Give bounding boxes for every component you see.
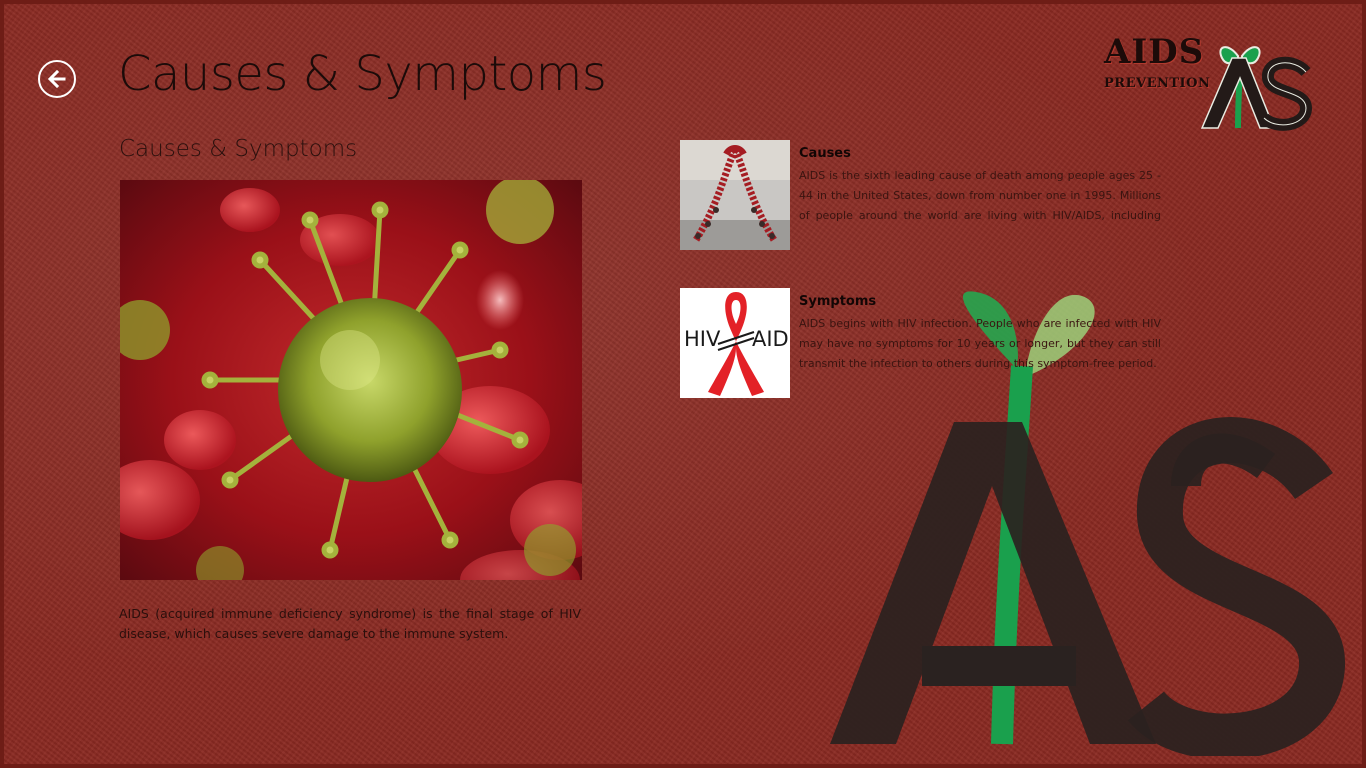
list-item-causes[interactable]: Causes AIDS is the sixth leading cause o… <box>680 140 1162 250</box>
item-text: AIDS is the sixth leading cause of death… <box>799 169 1161 222</box>
item-title: Symptoms <box>799 294 877 309</box>
ads-logo-mark-icon <box>1200 46 1312 131</box>
item-text: AIDS begins with HIV infection. People w… <box>799 317 1161 370</box>
hiv-text: HIV <box>684 327 721 351</box>
back-arrow-icon <box>47 69 66 89</box>
back-button[interactable] <box>38 60 76 98</box>
section-heading: Causes & Symptoms <box>119 136 358 162</box>
item-title: Causes <box>799 146 851 161</box>
hero-description: AIDS (acquired immune deficiency syndrom… <box>119 606 581 641</box>
people-ribbon-photo <box>680 140 790 250</box>
list-item-symptoms[interactable]: HIV AID Symptoms AIDS begins with HIV in… <box>680 288 1162 398</box>
logo-subtitle: PREVENTION <box>1104 76 1211 91</box>
aids-prevention-logo: AIDS PREVENTION <box>1100 28 1312 134</box>
virus-cell-image <box>120 180 582 580</box>
aid-text: AID <box>752 327 789 351</box>
page-title: Causes & Symptoms <box>118 46 607 102</box>
hiv-aids-ribbon-logo: HIV AID <box>680 288 790 398</box>
logo-word: AIDS <box>1104 32 1205 72</box>
